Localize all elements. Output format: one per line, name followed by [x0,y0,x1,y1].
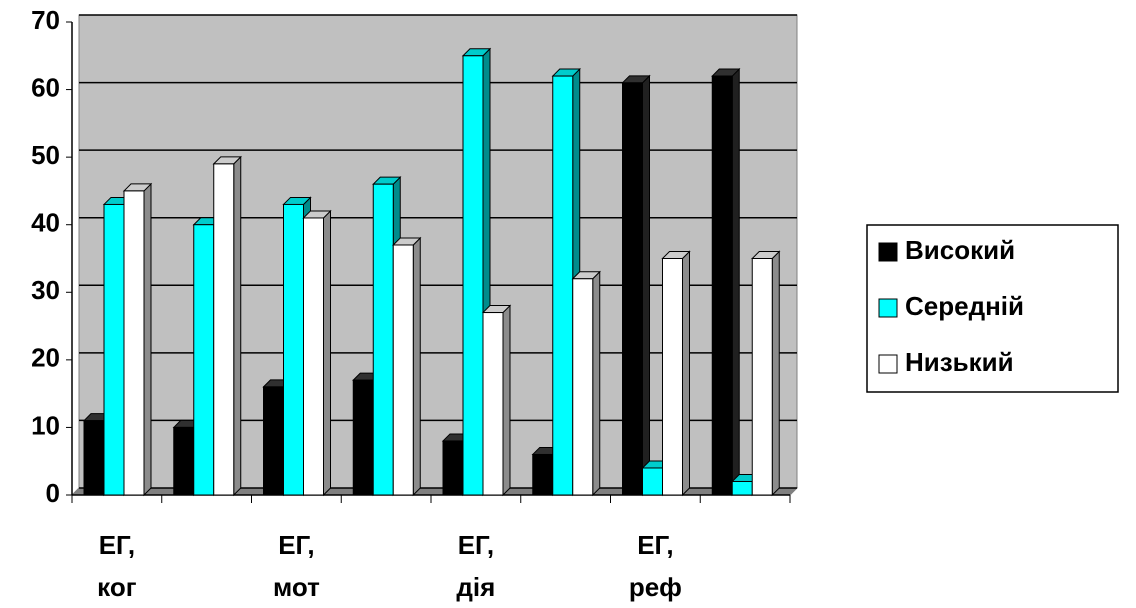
bar [372,183,394,496]
legend-box [866,224,1119,393]
bar [622,82,643,496]
bar [83,420,105,496]
y-tick-label: 50 [31,140,60,170]
y-tick-label: 40 [31,208,60,238]
bar [642,467,663,496]
bar [392,244,414,496]
bar-side [592,270,601,497]
x-tick-label: ЕГ, ког [97,530,137,602]
legend-swatch [878,298,898,318]
bar-side [323,209,331,497]
bar-side [412,236,421,497]
bar [751,258,773,496]
bar-side [642,74,650,497]
legend-label: Середній [905,291,1024,321]
bar [103,203,125,496]
bar [263,386,284,496]
bar-side [233,155,242,497]
bar [462,55,484,496]
bar [552,75,574,496]
bar [303,217,324,496]
y-tick-label: 70 [31,5,60,35]
bar [283,203,304,496]
bar [731,480,753,496]
y-tick-label: 60 [31,72,60,102]
bar-side [771,250,780,497]
y-tick-label: 10 [31,410,60,440]
y-tick-label: 0 [46,478,60,508]
bar [711,75,733,496]
bar-side [502,304,511,497]
legend-swatch [878,242,898,262]
x-tick-label: ЕГ, реф [628,530,682,602]
bar [193,224,215,496]
legend-label: Низький [905,347,1014,377]
y-tick-label: 20 [31,343,60,373]
bar-side [682,250,690,497]
bar [213,163,235,496]
bar [173,426,195,496]
bar-side [143,182,152,497]
legend-swatch [878,354,898,374]
bar [662,258,683,496]
bar [352,379,374,496]
legend-label: Високий [905,235,1015,265]
x-tick-label: ЕГ, дія [456,530,496,602]
x-tick-label: ЕГ, мот [272,530,320,602]
bar [532,453,554,496]
bar [442,440,464,496]
bar-side [731,67,740,497]
bar [572,278,594,496]
bar [482,312,504,496]
bar [123,190,145,496]
y-tick-label: 30 [31,275,60,305]
